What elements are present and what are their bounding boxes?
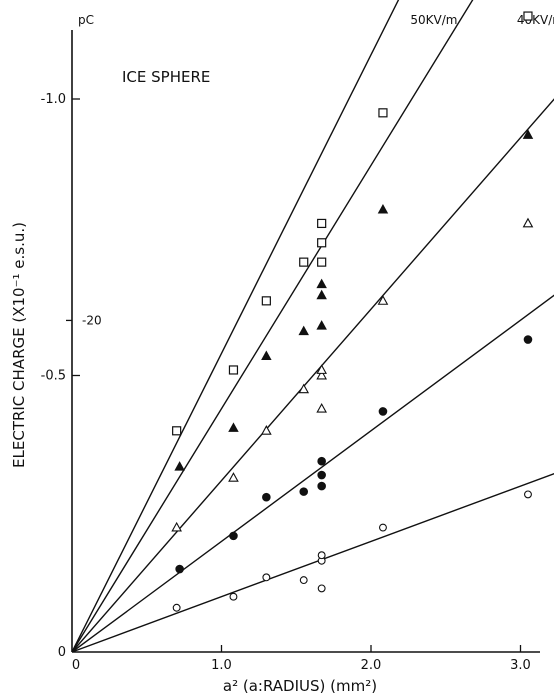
data-point-filled-triangle <box>298 325 309 336</box>
y-tick-label: -0.5 <box>41 369 66 384</box>
data-point-open-square <box>317 257 327 267</box>
data-point-filled-triangle <box>261 350 272 361</box>
data-point-filled-circle <box>229 531 238 541</box>
data-point-open-square <box>317 218 327 229</box>
data-point-filled-circle <box>378 407 388 416</box>
y-tick-label: -1.0 <box>41 92 66 107</box>
fit-line <box>71 98 554 653</box>
data-point-filled-circle <box>317 481 326 491</box>
fit-line <box>71 0 474 653</box>
chart-title: ICE SPHERE <box>122 68 210 86</box>
data-point-open-square <box>317 238 327 248</box>
y2-unit-label: pC <box>78 13 94 27</box>
data-point-filled-circle <box>317 456 326 466</box>
data-point-open-triangle <box>261 425 272 435</box>
data-point-open-square <box>299 257 309 267</box>
data-point-filled-circle <box>299 487 309 496</box>
data-point-open-circle <box>524 490 532 499</box>
data-markers <box>171 11 534 612</box>
series-label: 50KV/m <box>410 13 457 27</box>
data-point-filled-circle <box>317 470 326 480</box>
series-label: 40KV/m <box>517 13 554 27</box>
y2-tick-label: -20 <box>82 313 102 327</box>
data-point-filled-triangle <box>377 203 389 214</box>
plot-frame <box>71 30 540 653</box>
data-point-filled-triangle <box>522 129 534 139</box>
data-point-open-triangle <box>316 364 327 374</box>
data-point-open-circle <box>317 551 326 560</box>
data-point-open-triangle <box>377 295 389 305</box>
fit-line <box>71 294 554 653</box>
data-point-open-circle <box>229 592 238 601</box>
data-point-filled-triangle <box>316 289 327 300</box>
ticks: 01.02.03.00-0.5-1.0-20-40 <box>41 92 531 673</box>
data-point-filled-triangle <box>174 461 185 471</box>
data-point-filled-triangle <box>316 320 327 330</box>
series-labels: 10KV/m20KV/m30KV/m40KV/m50KV/m <box>410 13 554 27</box>
x-tick-label: 3.0 <box>510 658 531 673</box>
data-point-open-triangle <box>228 472 239 482</box>
data-point-open-square <box>378 108 388 118</box>
data-point-filled-triangle <box>228 422 239 432</box>
data-point-open-square <box>523 11 533 21</box>
data-point-open-triangle <box>316 369 327 380</box>
x-axis-label: a² (a:RADIUS) (mm²) <box>223 677 377 695</box>
data-point-open-circle <box>172 603 181 612</box>
data-point-open-triangle <box>298 383 310 394</box>
y-axis-label: ELECTRIC CHARGE (X10⁻¹ e.s.u.) <box>10 222 28 468</box>
x-tick-label: 2.0 <box>361 658 382 673</box>
data-point-open-square <box>261 296 271 306</box>
data-point-open-circle <box>379 523 387 532</box>
data-point-open-square <box>228 365 239 375</box>
data-point-open-square <box>172 426 182 436</box>
data-point-open-triangle <box>316 402 327 413</box>
fit-line <box>71 472 554 653</box>
data-point-filled-triangle <box>316 278 327 289</box>
data-point-open-triangle <box>522 217 534 228</box>
data-point-open-circle <box>317 584 326 593</box>
x-tick-label: 1.0 <box>211 658 232 673</box>
fit-lines <box>71 0 554 653</box>
fit-line <box>71 0 400 653</box>
data-point-filled-circle <box>175 564 184 574</box>
data-point-open-triangle <box>171 521 182 532</box>
y-tick-label: 0 <box>58 645 66 660</box>
data-point-open-circle <box>299 576 308 585</box>
data-point-filled-circle <box>262 492 271 502</box>
data-point-open-circle <box>262 573 271 582</box>
data-point-filled-circle <box>523 335 533 344</box>
x-tick-label: 0 <box>72 658 80 673</box>
